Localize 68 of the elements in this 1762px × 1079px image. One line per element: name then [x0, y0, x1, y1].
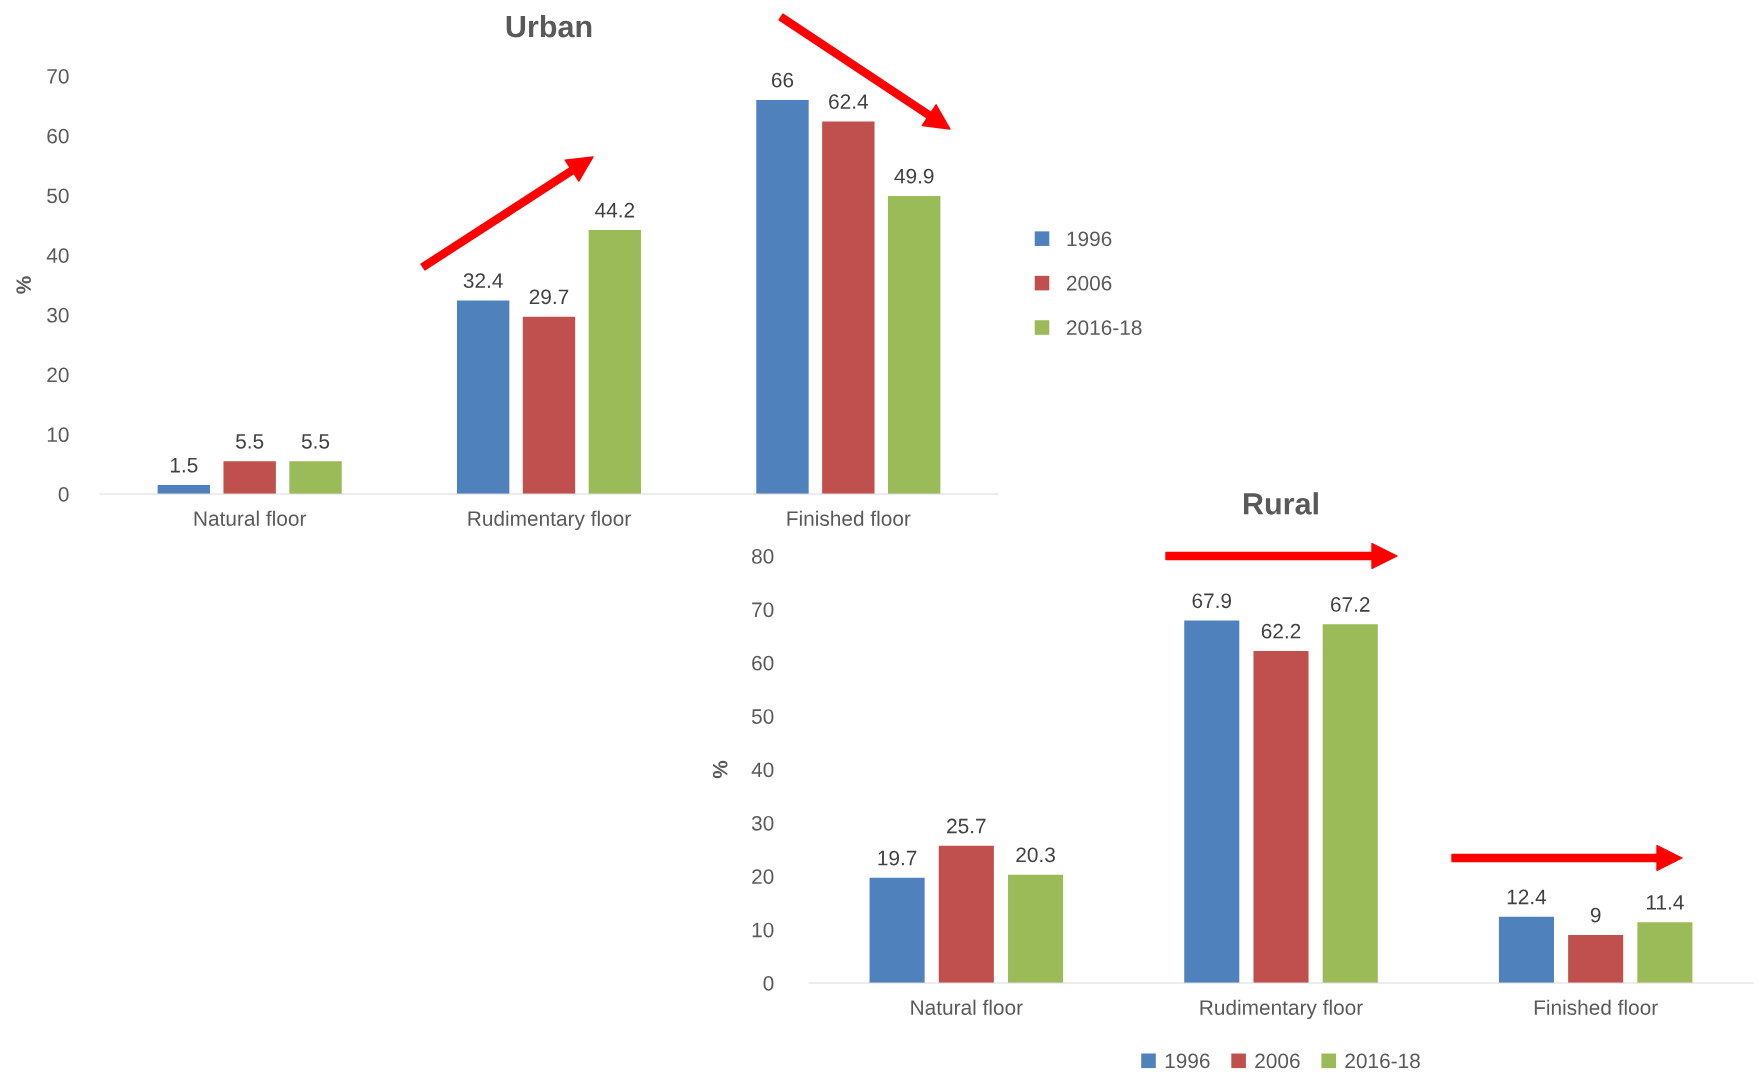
y-tick-label: 20: [752, 869, 774, 884]
y-tick-label: 80: [752, 549, 774, 564]
data-label: 5.5: [236, 434, 264, 449]
legend-label: 2016-18: [1345, 1053, 1420, 1069]
data-label: 62.2: [1261, 623, 1301, 639]
bar: [456, 300, 510, 494]
bar: [1498, 916, 1554, 983]
legend-label: 1996: [1067, 231, 1112, 247]
y-axis-title: %: [712, 760, 728, 779]
data-label: 20.3: [1016, 847, 1055, 863]
bar: [289, 461, 342, 494]
bar: [1253, 651, 1309, 983]
y-tick-label: 0: [58, 487, 69, 502]
data-label: 25.7: [947, 818, 986, 834]
y-tick-label: 60: [47, 128, 69, 144]
y-tick-label: 10: [752, 922, 774, 938]
chart-title: Rural: [1243, 492, 1318, 515]
y-tick-label: 40: [46, 248, 69, 263]
y-tick-label: 30: [751, 815, 774, 831]
y-tick-label: 50: [47, 188, 69, 204]
legend-label: 2006: [1255, 1053, 1300, 1069]
y-tick-label: 40: [751, 762, 774, 778]
bar: [756, 99, 809, 494]
bar: [869, 877, 925, 983]
y-tick-label: 30: [47, 307, 69, 323]
y-tick-label: 0: [763, 976, 774, 991]
y-tick-label: 10: [47, 427, 69, 443]
x-tick-label: Finished floor: [1534, 999, 1658, 1015]
data-label: 44.2: [595, 202, 635, 218]
bar: [1322, 624, 1378, 983]
y-tick-label: 20: [47, 367, 69, 383]
bar: [887, 196, 941, 494]
legend-label: 2006: [1067, 275, 1112, 291]
data-label: 19.7: [878, 850, 917, 866]
bar: [223, 461, 276, 494]
data-label: 67.2: [1331, 597, 1370, 612]
x-tick-label: Rudimentary floor: [468, 510, 631, 531]
y-axis-title: %: [16, 276, 31, 294]
data-label: 62.4: [829, 94, 868, 109]
x-tick-label: Natural floor: [194, 510, 307, 526]
data-label: 12.4: [1507, 889, 1547, 905]
bar: [1184, 620, 1240, 983]
bar: [1008, 874, 1064, 983]
y-tick-label: 70: [752, 602, 774, 618]
bar: [588, 230, 642, 494]
x-tick-label: Natural floor: [911, 999, 1023, 1015]
bar: [1568, 934, 1624, 983]
y-tick-label: 70: [47, 69, 69, 84]
bar: [822, 121, 875, 494]
data-label: 9: [1590, 907, 1601, 923]
bar: [938, 845, 994, 983]
data-label: 67.9: [1192, 593, 1232, 609]
x-tick-label: Finished floor: [787, 510, 911, 526]
data-label: 5.5: [301, 434, 330, 449]
y-tick-label: 50: [751, 709, 774, 724]
chart-title: Urban: [506, 14, 592, 38]
bar: [1637, 922, 1693, 983]
data-label: 11.4: [1646, 895, 1684, 910]
data-label: 1.5: [170, 458, 198, 473]
data-label: 49.9: [894, 168, 934, 184]
data-label: 66: [771, 72, 794, 88]
data-label: 32.4: [463, 273, 503, 289]
data-label: 29.7: [529, 289, 569, 305]
y-tick-label: 60: [752, 655, 774, 671]
legend-label: 1996: [1165, 1053, 1210, 1069]
legend-label: 2016-18: [1067, 320, 1142, 336]
x-tick-label: Rudimentary floor: [1200, 999, 1363, 1020]
bar: [522, 316, 576, 494]
